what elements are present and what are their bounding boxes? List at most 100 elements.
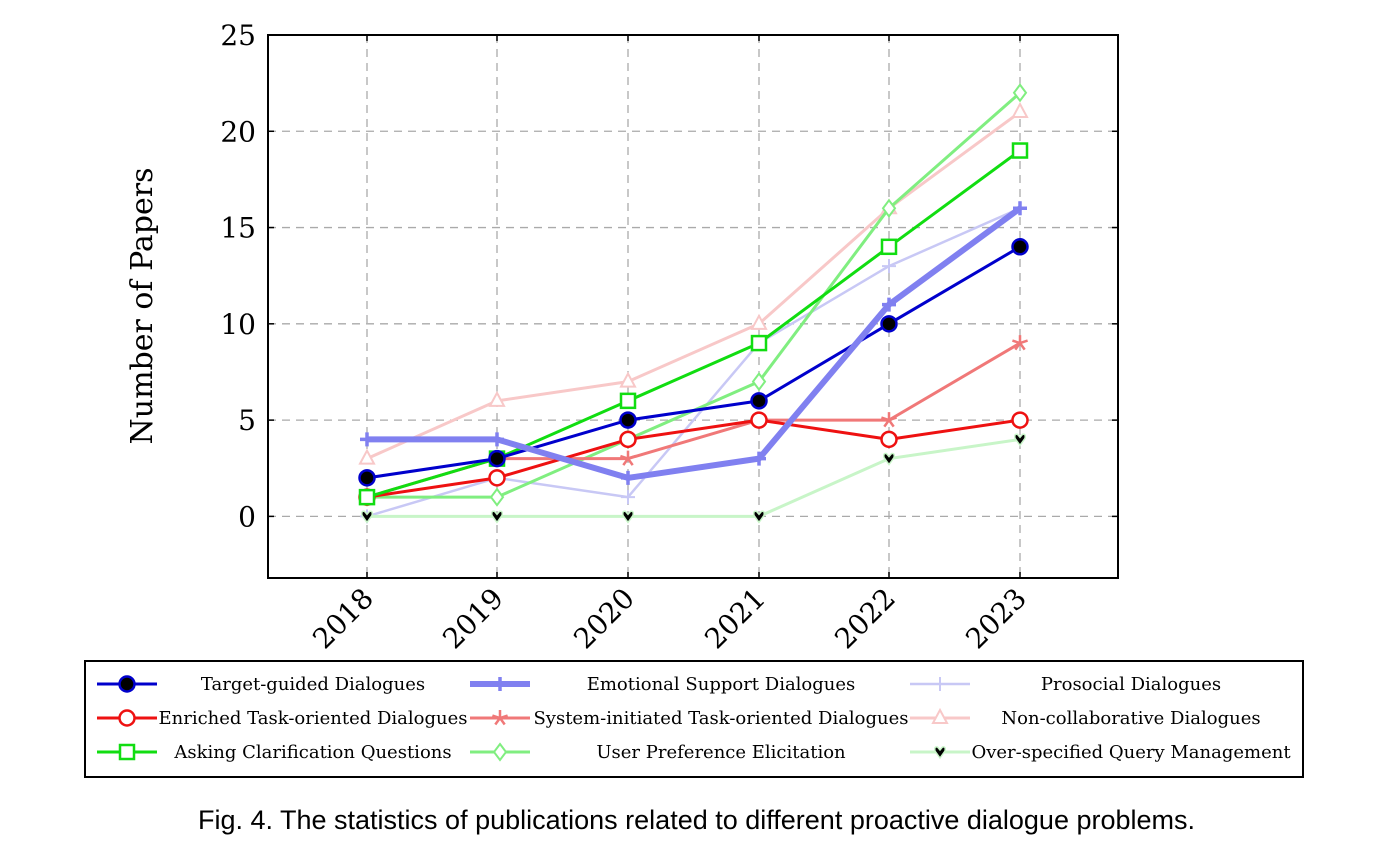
data-point: [491, 510, 503, 524]
legend-label: Asking Clarification Questions: [173, 742, 451, 763]
data-point: [751, 371, 767, 392]
data-point: [622, 510, 634, 524]
data-point: [619, 411, 637, 429]
series-over-specified-query-management: [361, 433, 1026, 524]
series-line: [366, 245, 1021, 480]
legend-item: Non-collaborative Dialogues: [910, 707, 1261, 729]
legend-box: [84, 660, 1304, 778]
y-tick-label: 15: [220, 212, 256, 245]
data-point: [752, 451, 766, 466]
data-point: [620, 450, 636, 466]
data-point: [621, 470, 635, 485]
data-point: [492, 742, 508, 762]
legend-item: Prosocial Dialogues: [910, 674, 1221, 695]
x-tick-label: 2020: [567, 582, 641, 656]
data-point: [118, 675, 136, 693]
data-point: [881, 198, 897, 218]
y-tick-label: 5: [238, 404, 256, 437]
legend-item: Enriched Task-oriented Dialogues: [97, 708, 468, 729]
data-point: [1014, 433, 1026, 447]
y-tick-label: 25: [220, 19, 256, 52]
data-point: [621, 490, 635, 505]
legend-label: Target-guided Dialogues: [201, 674, 425, 695]
data-point: [750, 411, 768, 429]
legend-label: User Preference Elicitation: [596, 742, 846, 763]
legend-item: Emotional Support Dialogues: [470, 674, 855, 695]
y-axis-label: Number of Papers: [125, 168, 160, 445]
data-point: [750, 313, 768, 330]
y-tick-label: 10: [220, 308, 256, 341]
data-point: [493, 677, 507, 691]
axis-ticks: 2018 2019 2020 2021 2022 2023 0 5 10 15 20 25: [220, 19, 1118, 655]
series-line: [366, 110, 1021, 460]
legend-item: Asking Clarification Questions: [97, 742, 452, 763]
legend-label: Prosocial Dialogues: [1041, 674, 1221, 695]
y-tick-label: 20: [220, 115, 256, 148]
legend-item: User Preference Elicitation: [470, 742, 846, 763]
data-point: [882, 259, 896, 274]
data-point: [1011, 142, 1029, 159]
data-point: [1013, 201, 1027, 216]
data-point: [753, 510, 765, 524]
y-tick-label: 0: [238, 500, 256, 533]
data-point: [750, 392, 768, 410]
series-enriched-task-oriented-dialogues: [358, 411, 1029, 506]
data-point: [489, 487, 505, 507]
data-point: [1012, 335, 1028, 351]
data-point: [881, 412, 897, 428]
data-point: [358, 448, 376, 465]
data-point: [883, 452, 895, 466]
data-point: [488, 469, 506, 487]
data-point: [880, 238, 898, 256]
data-point: [619, 392, 637, 410]
series-line: [367, 437, 1021, 518]
series-prosocial-dialogues: [360, 201, 1027, 524]
line-chart: 2018 2019 2020 2021 2022 2023 0 5 10 15 20 25 Numbe…: [84, 19, 1304, 778]
series-line: [366, 207, 1021, 518]
data-point: [358, 469, 376, 487]
data-point: [750, 334, 768, 352]
data-point: [488, 390, 506, 407]
legend-label: Emotional Support Dialogues: [587, 674, 856, 695]
series-line: [366, 418, 1021, 499]
data-point: [619, 371, 637, 388]
x-tick-label: 2022: [828, 582, 902, 656]
x-tick-label: 2018: [306, 582, 380, 656]
plot-frame: [267, 34, 1119, 579]
data-point: [933, 677, 947, 691]
legend-item: System-initiated Task-oriented Dialogues: [470, 708, 909, 729]
x-tick-label: 2023: [959, 582, 1033, 656]
data-point: [1011, 101, 1029, 119]
series-target-guided-dialogues: [358, 238, 1029, 487]
data-point: [1011, 238, 1029, 256]
data-point: [1011, 411, 1029, 429]
data-point: [880, 315, 898, 333]
data-point: [1012, 83, 1028, 103]
data-point: [361, 510, 373, 524]
series-line: [367, 205, 1022, 481]
series-lines: [358, 83, 1029, 524]
legend-item: Target-guided Dialogues: [97, 674, 425, 695]
data-point: [360, 432, 374, 447]
data-point: [931, 707, 949, 724]
data-point: [490, 432, 504, 447]
legend-label: Over-specified Query Management: [971, 742, 1291, 763]
x-tick-label: 2019: [436, 582, 510, 656]
series-line: [366, 149, 1021, 499]
data-point: [882, 297, 896, 312]
figure-caption: Fig. 4. The statistics of publications r…: [197, 805, 1196, 835]
legend-label: Enriched Task-oriented Dialogues: [158, 708, 467, 729]
legend: Target-guided Dialogues Emotional Support…: [97, 674, 1291, 763]
data-point: [934, 746, 946, 760]
x-tick-label: 2021: [698, 582, 772, 656]
legend-item: Over-specified Query Management: [910, 742, 1291, 763]
data-point: [118, 709, 136, 727]
data-point: [619, 430, 637, 449]
legend-label: Non-collaborative Dialogues: [1001, 708, 1260, 729]
data-point: [118, 743, 136, 761]
data-point: [880, 430, 898, 449]
data-point: [358, 488, 376, 506]
data-point: [492, 710, 508, 726]
data-point: [488, 449, 506, 468]
series-emotional-support-dialogues: [360, 201, 1027, 485]
